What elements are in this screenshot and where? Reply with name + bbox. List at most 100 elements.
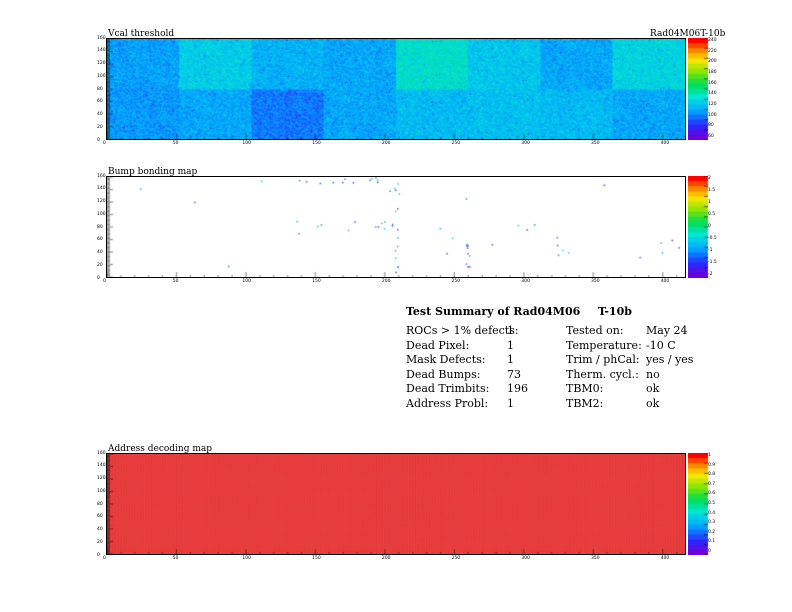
address-x-tick-label: 150	[312, 556, 321, 561]
summary-left-label: Dead Bumps:	[406, 367, 481, 381]
summary-left-label: Dead Trimbits:	[406, 382, 490, 395]
bump-y-tick-label: 100	[97, 211, 106, 217]
address-x-tick-label: 350	[590, 556, 600, 561]
summary-right-label: TBM0:	[566, 382, 604, 395]
summary-right-value: no	[646, 367, 660, 381]
bump-plot-title: Bump bonding map	[108, 167, 198, 177]
vcal-y-tick-label: 120	[97, 61, 106, 66]
summary-left-label: Address Probl:	[406, 396, 489, 410]
address-x-tick-label: 50	[172, 556, 179, 561]
bump-y-tick-label: 80	[97, 224, 103, 230]
address-y-tick-label: 60	[97, 514, 103, 520]
summary-right-label: TBM2:	[566, 396, 604, 410]
summary-left-value: 1	[507, 396, 514, 410]
bump-x-tick-label: 0	[103, 279, 106, 284]
address-heatmap	[106, 453, 686, 555]
vcal-palette-label: 160	[708, 80, 717, 86]
vcal-x-tick-label: 300	[521, 141, 530, 146]
vcal-y-tick-label: 40	[97, 112, 103, 117]
bump-y-tick-label: 60	[97, 237, 103, 243]
address-x-tick-label: 300	[521, 556, 530, 561]
address-palette-label: 0.9	[708, 462, 716, 468]
address-palette-label: 0.3	[708, 520, 716, 526]
address-palette-label: 0.4	[708, 510, 716, 516]
address-plot-title: Address decoding map	[108, 444, 213, 454]
summary-right-value: -10 C	[646, 338, 676, 352]
address-palette-label: 0.7	[708, 481, 716, 487]
vcal-x-tick-label: 150	[312, 141, 321, 146]
vcal-palette-label: 200	[708, 59, 717, 65]
vcal-x-tick-label: 250	[451, 141, 461, 146]
address-y-tick-label: 160	[97, 450, 106, 456]
address-y-tick-label: 80	[97, 501, 103, 507]
summary-left-label: Mask Defects:	[406, 353, 486, 366]
bump-palette-label: -1.5	[708, 260, 717, 265]
bump-y-tick-label: 0	[97, 275, 100, 281]
vcal-x-tick-label: 0	[103, 141, 106, 146]
bump-x-tick-label: 250	[451, 279, 461, 284]
vcal-palette-label: 100	[708, 112, 717, 118]
address-palette-label: 0.5	[708, 501, 716, 506]
bump-y-tick-label: 120	[97, 199, 106, 204]
address-y-tick-label: 120	[97, 476, 106, 481]
address-x-tick-label: 0	[103, 556, 106, 561]
vcal-palette-label: 240	[708, 38, 717, 43]
test-summary: Test Summary of Rad04M06 T-10b ROCs > 1%…	[406, 305, 736, 415]
summary-right-label: Temperature:	[566, 338, 642, 352]
summary-right-value: May 24	[646, 324, 688, 337]
bump-heatmap	[106, 176, 686, 278]
address-x-tick-label: 250	[451, 556, 461, 561]
summary-title-left: Test Summary of Rad04M06	[406, 305, 581, 318]
vcal-y-tick-label: 80	[97, 86, 103, 92]
address-x-tick-label: 400	[660, 556, 670, 561]
summary-right-value: yes / yes	[646, 353, 694, 366]
address-y-tick-label: 0	[97, 552, 100, 558]
address-y-tick-label: 100	[97, 488, 106, 494]
vcal-x-tick-label: 400	[660, 141, 670, 146]
vcal-y-tick-label: 140	[97, 48, 106, 54]
vcal-y-tick-label: 0	[97, 137, 100, 143]
address-heatmap-canvas	[107, 454, 685, 554]
bump-palette-label: 0	[708, 224, 711, 229]
bump-x-tick-label: 50	[172, 279, 179, 284]
bump-x-tick-label: 100	[242, 279, 252, 284]
address-palette-label: 0.6	[708, 491, 716, 497]
summary-title: Test Summary of Rad04M06 T-10b	[406, 305, 632, 318]
summary-left-value: 1	[507, 353, 514, 366]
bump-x-tick-label: 350	[590, 279, 600, 284]
summary-right-label: Trim / phCal:	[566, 353, 640, 366]
address-x-tick-label: 100	[242, 556, 252, 561]
vcal-heatmap	[106, 38, 686, 140]
summary-right-label: Therm. cycl.:	[566, 367, 639, 381]
bump-palette-label: 0.5	[708, 212, 716, 217]
bump-y-tick-label: 140	[97, 186, 106, 192]
vcal-palette-label: 180	[708, 70, 717, 75]
vcal-plot-title: Vcal threshold	[108, 29, 175, 39]
bump-palette-label: -2	[708, 272, 713, 277]
address-palette-label: 0.2	[708, 529, 716, 535]
address-palette-label: 0.1	[708, 539, 716, 545]
vcal-palette-label: 60	[708, 134, 714, 139]
address-palette-bar	[688, 453, 718, 555]
vcal-palette-bar	[688, 38, 718, 140]
address-y-tick-label: 40	[97, 527, 103, 532]
vcal-x-tick-label: 100	[242, 141, 252, 146]
vcal-y-tick-label: 160	[97, 35, 106, 41]
vcal-x-tick-label: 350	[590, 141, 600, 146]
vcal-y-tick-label: 20	[97, 124, 103, 130]
bump-heatmap-canvas	[107, 177, 685, 277]
bump-y-tick-label: 40	[97, 250, 103, 255]
address-palette-label: 0	[708, 549, 711, 554]
vcal-heatmap-canvas	[107, 39, 685, 139]
address-x-tick-label: 200	[381, 556, 391, 561]
address-palette-label: 1	[708, 453, 711, 458]
bump-y-tick-label: 20	[97, 262, 103, 268]
vcal-palette-label: 120	[708, 102, 717, 107]
summary-right-value: ok	[646, 382, 660, 395]
summary-left-value: 196	[507, 382, 528, 395]
bump-palette-label: -1	[708, 248, 713, 253]
summary-left-label: ROCs > 1% defects:	[406, 324, 519, 337]
vcal-palette-label: 80	[708, 123, 714, 129]
bump-palette-label: -0.5	[708, 236, 717, 241]
vcal-x-tick-label: 200	[381, 141, 391, 146]
